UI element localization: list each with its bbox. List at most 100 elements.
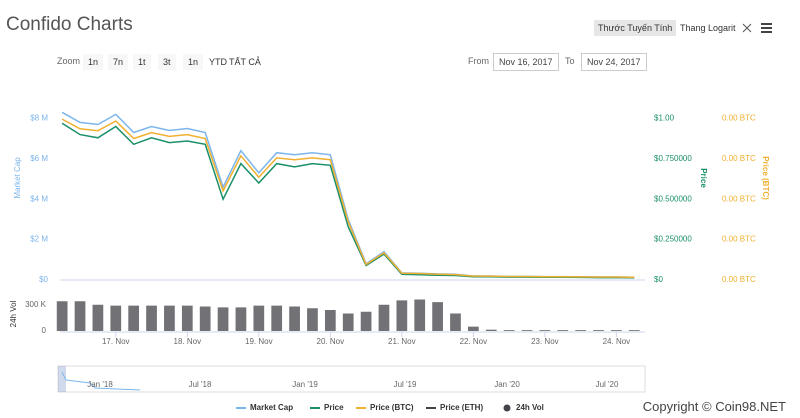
from-input[interactable]: Nov 16, 2017 xyxy=(493,53,559,71)
volume-bar xyxy=(164,305,175,331)
volume-bar xyxy=(235,307,247,331)
x-tick-label: 21. Nov xyxy=(388,337,416,346)
volume-bar xyxy=(467,326,479,331)
y-tick-label: $6 M xyxy=(30,154,48,163)
zoom-button[interactable]: 3t xyxy=(158,54,176,70)
volume-bar xyxy=(128,305,140,331)
volume-bar xyxy=(628,330,640,331)
x-tick-label: 19. Nov xyxy=(245,337,273,346)
vol-tick-label: 0 xyxy=(42,326,47,335)
y3-tick-label: 0.00 BTC xyxy=(722,114,756,123)
volume-bar xyxy=(324,310,336,331)
from-label: From xyxy=(468,56,489,66)
y2-tick-label: $0.750000 xyxy=(654,154,692,163)
navigator-label: Jul '20 xyxy=(596,380,619,389)
volume-bar xyxy=(557,330,569,331)
volume-bar xyxy=(575,330,586,331)
copyright: Copyright © Coin98.NET xyxy=(642,399,786,414)
page-title: Confido Charts xyxy=(6,14,133,35)
volume-bar xyxy=(307,308,318,331)
volume-bar xyxy=(360,311,372,331)
volume-bar xyxy=(432,302,443,331)
x-tick-label: 17. Nov xyxy=(102,337,130,346)
x-tick-label: 18. Nov xyxy=(174,337,202,346)
volume-bar xyxy=(289,306,300,331)
volume-bar xyxy=(593,330,604,331)
volume-bar xyxy=(342,313,354,331)
y3-tick-label: 0.00 BTC xyxy=(722,235,756,244)
y3-tick-label: 0.00 BTC xyxy=(722,154,756,163)
volume-bar xyxy=(539,330,551,331)
volume-bar xyxy=(74,301,86,331)
navigator xyxy=(57,365,646,393)
fullscreen-icon xyxy=(742,23,752,33)
volume-bar xyxy=(181,305,193,331)
volume-bar xyxy=(253,305,265,331)
vol-axis-title: 24h Vol xyxy=(9,300,18,327)
y3-tick-label: 0.00 BTC xyxy=(722,275,756,284)
legend-label[interactable]: Price xyxy=(324,403,344,412)
y3-tick-label: 0.00 BTC xyxy=(722,194,756,203)
y-tick-label: $0 xyxy=(39,275,48,284)
navigator-label: Jan '19 xyxy=(292,380,318,389)
x-tick-label: 24. Nov xyxy=(603,337,631,346)
volume-bar xyxy=(485,329,497,331)
to-label: To xyxy=(565,56,575,66)
zoom-button[interactable]: TẤT CẢ xyxy=(229,57,261,67)
volume-bar xyxy=(199,306,211,331)
legend-label[interactable]: 24h Vol xyxy=(516,403,544,412)
volume-bar xyxy=(378,304,390,331)
y2-tick-label: $0.500000 xyxy=(654,194,692,203)
y2-tick-label: $1.00 xyxy=(654,114,675,123)
volume-bar xyxy=(92,304,104,331)
line-series xyxy=(61,111,635,278)
volume-bar xyxy=(146,305,157,331)
volume-bar xyxy=(56,301,68,331)
y2-axis-title: Price xyxy=(699,168,708,188)
zoom-button[interactable]: 1n xyxy=(183,54,204,70)
y2-tick-label: $0.250000 xyxy=(654,235,692,244)
line-series xyxy=(61,118,635,279)
volume-bar xyxy=(611,330,622,331)
zoom-button[interactable]: 1n xyxy=(83,54,104,70)
legend-label[interactable]: Price (ETH) xyxy=(440,403,483,412)
x-tick-label: 22. Nov xyxy=(460,337,488,346)
legend-symbol xyxy=(503,404,511,412)
legend-label[interactable]: Market Cap xyxy=(250,403,293,412)
legend-label[interactable]: Price (BTC) xyxy=(370,403,414,412)
scale-button[interactable]: Thang Logarit xyxy=(680,23,736,33)
to-input[interactable]: Nov 24, 2017 xyxy=(581,53,647,71)
volume-bar xyxy=(414,299,426,331)
volume-bar xyxy=(217,307,229,331)
volume-bar xyxy=(521,330,533,331)
y3-axis-title: Price (BTC) xyxy=(761,156,770,200)
vol-tick-label: 300 K xyxy=(25,300,47,309)
line-series xyxy=(61,122,635,279)
zoom-button[interactable]: 1t xyxy=(133,54,151,70)
scale-button[interactable]: Thước Tuyến Tính xyxy=(594,20,677,36)
y-tick-label: $2 M xyxy=(30,235,48,244)
volume-bar xyxy=(271,305,283,331)
menu-icon xyxy=(761,23,772,33)
volume-bar xyxy=(503,330,515,331)
y2-tick-label: $0 xyxy=(654,275,663,284)
zoom-button[interactable]: YTD xyxy=(209,57,227,67)
volume-bar xyxy=(110,305,122,331)
zoom-button[interactable]: 7n xyxy=(108,54,129,70)
zoom-label: Zoom xyxy=(57,56,81,66)
navigator-label: Jan '18 xyxy=(87,380,113,389)
y-tick-label: $4 M xyxy=(30,194,48,203)
navigator-label: Jul '18 xyxy=(189,380,212,389)
volume-bar xyxy=(450,313,461,331)
y-tick-label: $8 M xyxy=(30,114,48,123)
x-tick-label: 23. Nov xyxy=(531,337,559,346)
volume-bar xyxy=(396,300,408,331)
navigator-label: Jan '20 xyxy=(494,380,520,389)
navigator-window xyxy=(58,366,66,392)
navigator-label: Jul '19 xyxy=(394,380,417,389)
x-tick-label: 20. Nov xyxy=(317,337,345,346)
y-axis-title: Market Cap xyxy=(13,157,22,199)
navigator-line xyxy=(61,371,141,391)
